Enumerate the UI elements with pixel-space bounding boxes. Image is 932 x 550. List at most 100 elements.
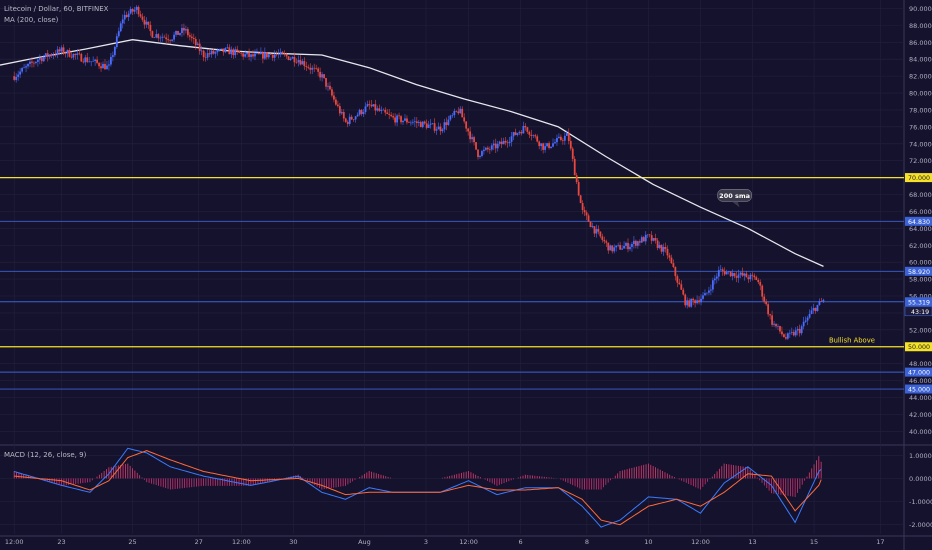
candle-body <box>175 30 177 35</box>
candle-body <box>317 68 320 72</box>
candle-body <box>390 114 393 117</box>
level-price-tag <box>905 342 932 352</box>
candle-body <box>273 54 276 58</box>
candle-body <box>425 123 428 128</box>
candle-body <box>121 19 124 24</box>
candle-body <box>210 50 213 55</box>
candle-body <box>222 48 225 53</box>
candle-body <box>635 240 637 246</box>
candle-body <box>571 148 574 159</box>
candle-body <box>808 313 811 318</box>
candle-body <box>402 120 404 123</box>
candle-body <box>471 137 473 140</box>
candle-body <box>392 116 395 118</box>
candle-body <box>737 274 740 278</box>
candle-body <box>686 300 689 306</box>
candle-body <box>589 221 592 228</box>
candle-body <box>62 47 65 54</box>
candle-body <box>40 58 43 62</box>
time-tick-label: 13 <box>748 538 756 546</box>
candle-body <box>546 143 548 147</box>
candle-body <box>254 53 256 57</box>
candle-body <box>256 52 258 54</box>
candle-body <box>435 129 438 131</box>
ma-indicator-label: MA (200, close) <box>4 16 59 24</box>
candle-body <box>206 53 209 58</box>
candle-body <box>159 37 162 39</box>
candle-body <box>38 58 41 60</box>
candle-body <box>502 140 505 145</box>
candle-body <box>44 53 47 58</box>
candle-body <box>607 242 610 251</box>
candle-body <box>228 47 231 55</box>
candle-body <box>192 38 195 40</box>
candle-body <box>190 36 193 39</box>
candle-body <box>798 328 801 334</box>
candle-body <box>627 242 629 250</box>
candle-body <box>820 301 823 302</box>
candle-body <box>323 74 325 78</box>
candle-body <box>767 304 770 315</box>
price-tick-label: 66.000 <box>909 208 932 216</box>
time-tick-label: 27 <box>195 538 203 546</box>
horizontal-levels <box>0 176 904 390</box>
price-tick-label: 62.000 <box>909 242 932 250</box>
candle-body <box>540 143 543 147</box>
candle-body <box>123 14 126 20</box>
candle-body <box>305 66 308 67</box>
symbol-title: Litecoin / Dollar, 60, BITFINEX <box>4 5 109 13</box>
candle-body <box>688 300 691 307</box>
candle-body <box>297 60 300 63</box>
candle-body <box>354 116 357 120</box>
price-axis[interactable]: 40.000 42.000 44.000 46.000 48.000 50.000 52.0… <box>904 5 932 529</box>
candle-body <box>613 247 616 252</box>
candle-body <box>388 113 391 115</box>
candle-body <box>706 292 708 294</box>
candle-body <box>631 244 633 247</box>
candle-body <box>662 246 665 252</box>
candle-body <box>638 241 641 243</box>
time-tick-label: 8 <box>585 538 589 546</box>
candle-body <box>727 271 730 273</box>
candle-body <box>488 149 491 150</box>
candle-body <box>751 274 754 276</box>
candle-body <box>485 147 487 150</box>
candle-body <box>656 240 659 248</box>
candle-body <box>155 34 158 38</box>
candle-body <box>36 59 39 62</box>
candle-body <box>279 51 282 55</box>
candle-body <box>534 135 537 137</box>
candle-body <box>319 71 322 78</box>
candle-body <box>76 53 79 55</box>
candle-body <box>163 36 166 38</box>
candle-body <box>29 61 31 64</box>
candle-body <box>90 61 93 63</box>
level-price-tag <box>905 173 932 183</box>
candle-body <box>542 143 545 150</box>
candle-body <box>615 245 618 248</box>
candle-body <box>216 50 219 53</box>
candle-body <box>287 56 290 61</box>
candle-body <box>362 112 365 115</box>
candle-body <box>682 289 685 295</box>
candle-body <box>169 40 172 41</box>
candle-body <box>406 118 408 123</box>
candle-body <box>384 109 387 113</box>
candle-body <box>242 53 245 57</box>
time-axis[interactable]: 12:00 23 25 27 12:00 30 Aug 3 12:00 6 8 10 12:00 13 15… <box>5 538 885 546</box>
candle-body <box>234 49 237 56</box>
candle-body <box>731 273 734 277</box>
candle-body <box>360 109 363 115</box>
candle-body <box>558 136 560 139</box>
candle-body <box>415 121 418 123</box>
candle-body <box>473 137 475 143</box>
candle-body <box>486 147 489 150</box>
candle-body <box>676 276 679 283</box>
candle-body <box>431 123 434 124</box>
candle-body <box>504 140 507 143</box>
candle-body <box>98 62 100 67</box>
candle-body <box>64 53 67 54</box>
candle-body <box>46 53 49 57</box>
candle-body <box>342 112 345 119</box>
